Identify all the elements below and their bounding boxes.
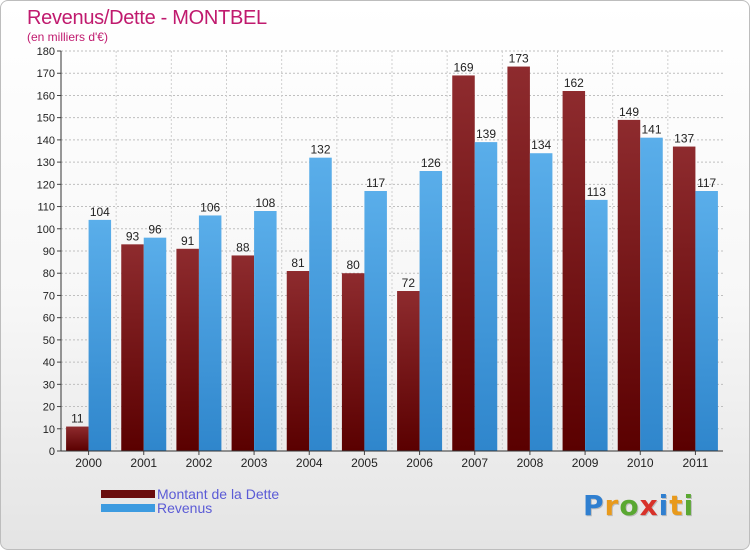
data-label: 126 [421,156,441,170]
legend-label-revenus: Revenus [157,500,213,516]
y-tick-label: 80 [43,268,55,280]
x-tick-label: 2010 [627,456,654,470]
bar-dette [176,248,199,451]
data-label: 132 [310,143,330,157]
y-tick-label: 100 [37,224,55,236]
chart-subtitle: (en milliers d'€) [27,30,108,44]
bar-dette [507,66,530,452]
bar-dette [397,291,420,451]
bar-revenus [419,171,443,451]
bar-dette [562,91,586,451]
bar-revenus [143,237,167,451]
x-tick-label: 2008 [517,456,544,470]
axes [57,50,723,455]
y-tick-label: 40 [43,357,55,369]
y-tick-label: 180 [37,46,55,58]
y-tick-label: 30 [43,379,55,391]
bar-dette [341,273,365,451]
bar-revenus [640,137,663,451]
legend-item-dette: Montant de la Dette [101,487,279,501]
data-label: 141 [641,123,661,137]
x-tick-label: 2003 [241,456,268,470]
proxiti-logo: Proxiti [583,489,695,522]
y-tick-label: 150 [37,113,55,125]
y-tick-label: 0 [49,446,55,458]
y-tick-label: 140 [37,135,55,147]
legend-label-dette: Montant de la Dette [157,486,280,502]
legend-swatch-dette [101,490,155,498]
data-label: 117 [366,176,385,190]
bar-dette [231,255,255,451]
bar-revenus [529,153,553,451]
y-tick-label: 60 [43,313,55,325]
x-tick-label: 2006 [406,456,433,470]
y-tick-label: 160 [37,90,55,102]
data-label: 88 [236,240,250,254]
bar-revenus [198,215,222,451]
bar-dette [452,75,475,451]
bar-dette [672,146,696,452]
data-label: 81 [291,256,305,270]
chart-title: Revenus/Dette - MONTBEL [27,7,267,29]
data-label: 162 [564,76,584,90]
data-label: 93 [126,229,140,243]
x-tick-label: 2001 [130,456,157,470]
data-label: 137 [674,132,694,146]
y-tick-label: 10 [43,424,55,436]
bar-dette [617,119,641,451]
data-label: 106 [200,200,220,214]
data-label: 91 [181,234,195,248]
y-tick-label: 50 [43,335,55,347]
x-tick-label: 2009 [572,456,599,470]
x-tick-label: 2000 [75,456,102,470]
data-label: 117 [697,176,716,190]
grid-lines [61,50,723,452]
bar-revenus [585,199,608,451]
legend-swatch-revenus [101,504,155,512]
bar-revenus [695,191,718,451]
y-tick-label: 130 [37,157,55,169]
bar-revenus [309,157,332,451]
data-label: 169 [453,60,473,74]
data-label: 108 [255,196,275,210]
data-label: 173 [509,52,529,66]
bar-dette [66,426,89,451]
x-tick-label: 2007 [461,456,488,470]
legend: Montant de la Dette Revenus [101,487,279,515]
x-tick-label: 2004 [296,456,323,470]
bars [66,66,718,452]
data-label: 72 [402,276,416,290]
data-label: 80 [346,258,360,272]
bar-dette [121,244,144,451]
y-tick-label: 120 [37,179,55,191]
bar-revenus [88,219,112,451]
data-label: 139 [476,127,496,141]
data-label: 113 [587,185,606,199]
legend-item-revenus: Revenus [101,501,279,515]
y-tick-label: 110 [37,202,55,214]
data-label: 96 [148,223,162,237]
bar-revenus [254,211,277,451]
y-tick-label: 170 [37,68,55,80]
y-tick-label: 90 [43,246,55,258]
bar-dette [286,271,310,451]
x-tick-label: 2011 [683,456,709,470]
data-label: 104 [90,205,110,219]
labels: 0 10 20 30 40 50 60 70 80 90 100 110 120 130 140 150 160… [37,46,717,470]
bar-revenus [364,191,387,451]
y-tick-label: 70 [43,290,55,302]
data-label: 11 [71,412,84,426]
x-tick-label: 2002 [186,456,213,470]
data-label: 149 [619,105,639,119]
bar-revenus [474,142,498,451]
x-tick-label: 2005 [351,456,378,470]
data-label: 134 [531,138,551,152]
y-tick-label: 20 [43,402,55,414]
